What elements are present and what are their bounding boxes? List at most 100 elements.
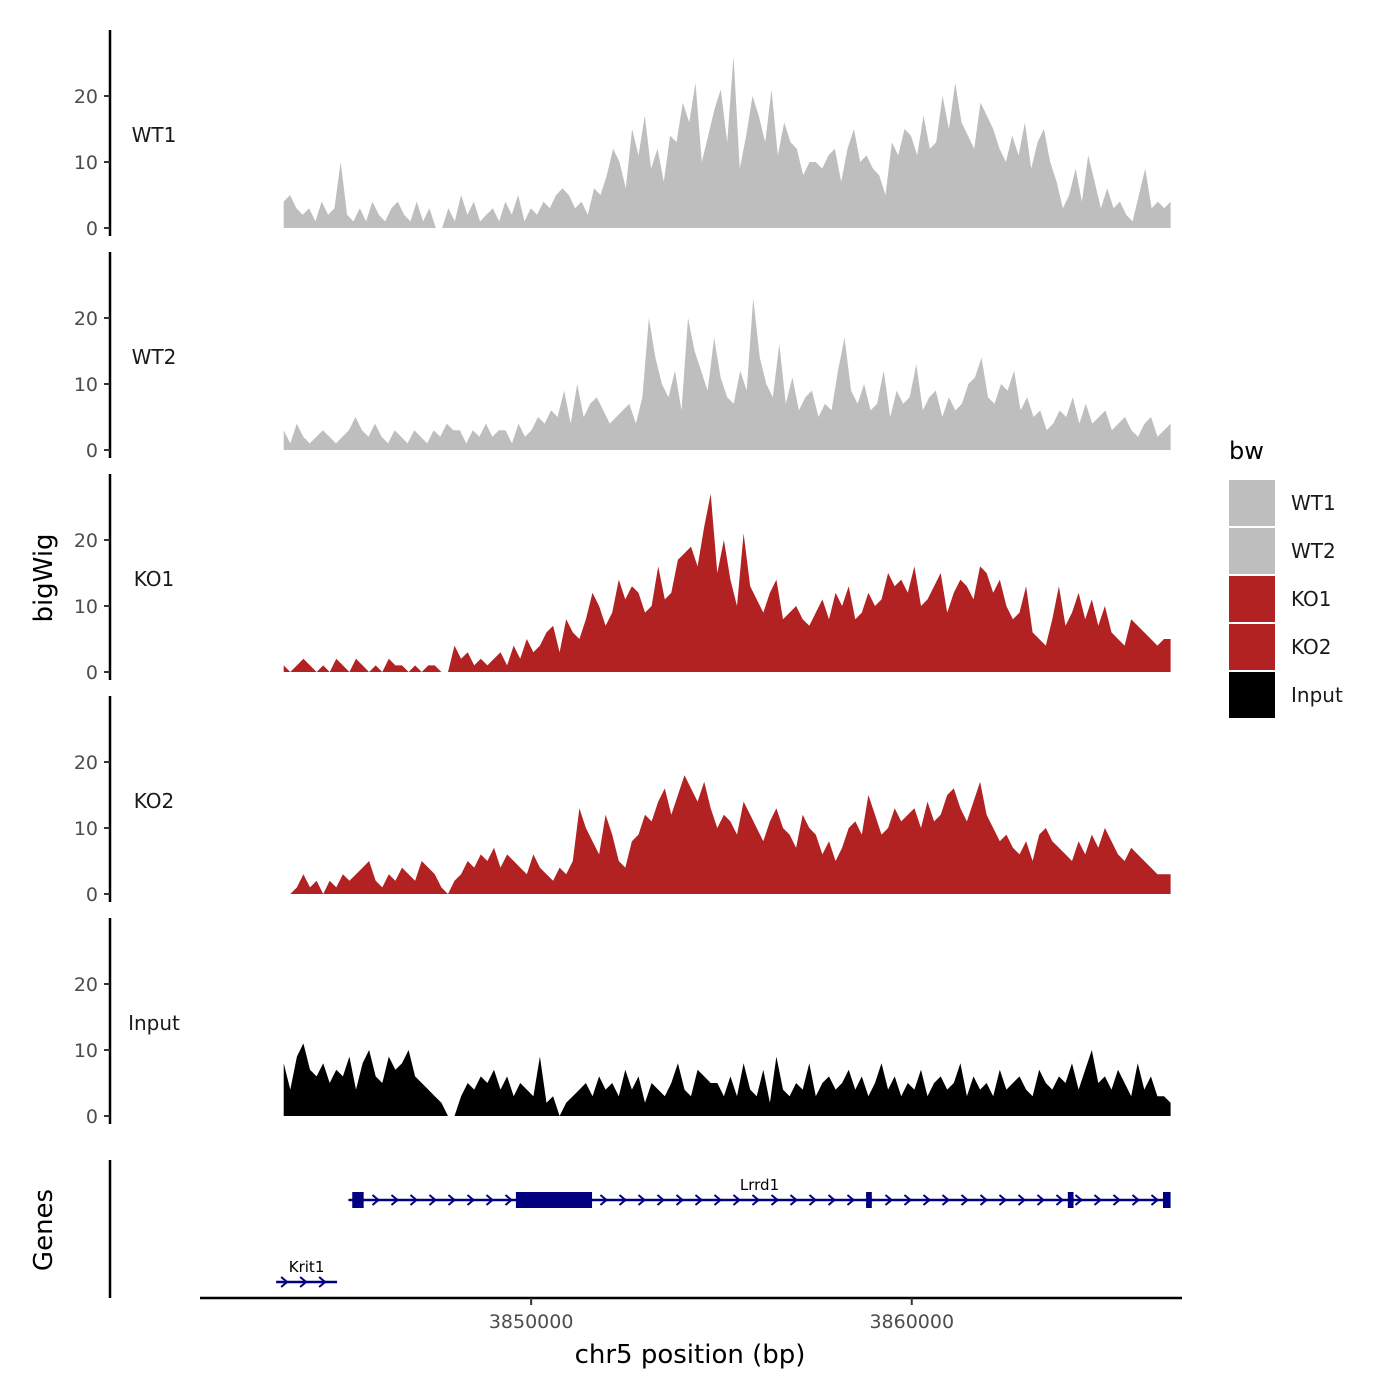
strand-arrow bbox=[447, 1194, 457, 1206]
x-tick-label-3860000: 3860000 bbox=[869, 1311, 954, 1333]
gene-track: Krit1 Lrrd1 bbox=[108, 1160, 1171, 1298]
strand-arrow bbox=[409, 1194, 419, 1206]
area-wt2 bbox=[283, 298, 1171, 450]
exon-lrrd1-4 bbox=[1067, 1192, 1074, 1208]
track-label-input: Input bbox=[128, 1011, 180, 1035]
strand-arrow bbox=[960, 1194, 970, 1206]
y-tick-label-ko2-10: 10 bbox=[74, 818, 98, 840]
strand-arrow bbox=[903, 1194, 913, 1206]
y-tick-label-input-20: 20 bbox=[74, 974, 98, 996]
y-tick-label-wt2-10: 10 bbox=[74, 374, 98, 396]
strand-arrow bbox=[998, 1194, 1008, 1206]
strand-arrow bbox=[637, 1194, 647, 1206]
x-axis-title: chr5 position (bp) bbox=[575, 1340, 806, 1370]
strand-arrow bbox=[1131, 1194, 1141, 1206]
legend-entry-ko1: KO1 bbox=[1229, 576, 1332, 622]
strand-arrow bbox=[390, 1194, 400, 1206]
area-ko1 bbox=[283, 493, 1171, 672]
y-tick-label-ko1-20: 20 bbox=[74, 530, 98, 552]
strand-arrow bbox=[751, 1194, 761, 1206]
legend-entry-wt1: WT1 bbox=[1229, 480, 1336, 526]
gene-label-krit1: Krit1 bbox=[289, 1258, 325, 1276]
y-tick-label-ko2-0: 0 bbox=[86, 884, 98, 906]
strand-arrow bbox=[846, 1194, 856, 1206]
strand-arrow bbox=[922, 1194, 932, 1206]
y-tick-label-input-0: 0 bbox=[86, 1106, 98, 1128]
strand-arrow bbox=[789, 1194, 799, 1206]
legend-entry-wt2: WT2 bbox=[1229, 528, 1336, 574]
strand-arrow bbox=[428, 1194, 438, 1206]
strand-arrow bbox=[504, 1194, 514, 1206]
legend-title: bw bbox=[1229, 437, 1264, 465]
gene-label-lrrd1: Lrrd1 bbox=[740, 1176, 779, 1194]
strand-arrow bbox=[827, 1194, 837, 1206]
strand-arrow bbox=[318, 1276, 327, 1288]
exon-lrrd1-2 bbox=[515, 1192, 593, 1208]
legend-label-wt1: WT1 bbox=[1291, 491, 1336, 515]
strand-arrow bbox=[1093, 1194, 1103, 1206]
gene-krit1: Krit1 bbox=[276, 1258, 338, 1288]
area-wt1 bbox=[283, 56, 1171, 229]
strand-arrow bbox=[371, 1194, 381, 1206]
area-ko2 bbox=[283, 775, 1171, 894]
strand-arrow bbox=[694, 1194, 704, 1206]
strand-arrow bbox=[713, 1194, 723, 1206]
exon-lrrd1-5 bbox=[1162, 1192, 1171, 1208]
track-wt1: 0 10 20 WT1 bbox=[74, 30, 1171, 240]
bigwig-tracks: 0 10 20 WT1 0 10 20 WT2 0 10 20 KO1 0 10 20 KO2 0 10 20 Inp… bbox=[74, 30, 1171, 1128]
strand-arrow bbox=[808, 1194, 818, 1206]
strand-arrow bbox=[1055, 1194, 1065, 1206]
legend-label-ko2: KO2 bbox=[1291, 635, 1332, 659]
legend-label-ko1: KO1 bbox=[1291, 587, 1332, 611]
legend-swatch-wt2 bbox=[1229, 528, 1275, 574]
legend-label-wt2: WT2 bbox=[1291, 539, 1336, 563]
y-tick-label-wt2-20: 20 bbox=[74, 308, 98, 330]
strand-arrow bbox=[770, 1194, 780, 1206]
track-ko2: 0 10 20 KO2 bbox=[74, 696, 1171, 906]
strand-arrow bbox=[732, 1194, 742, 1206]
strand-arrow bbox=[1150, 1194, 1160, 1206]
track-input: 0 10 20 Input bbox=[74, 918, 1171, 1128]
x-axis: 3850000 3860000 bbox=[200, 1296, 1182, 1333]
strand-arrow bbox=[466, 1194, 476, 1206]
legend-entry-input: Input bbox=[1229, 672, 1343, 718]
legend-entry-ko2: KO2 bbox=[1229, 624, 1332, 670]
strand-arrow bbox=[1017, 1194, 1027, 1206]
strand-arrow bbox=[299, 1276, 308, 1288]
track-label-ko1: KO1 bbox=[134, 567, 175, 591]
strand-arrow bbox=[979, 1194, 989, 1206]
y-axis-title: bigWig bbox=[29, 533, 59, 622]
y-tick-label-ko2-20: 20 bbox=[74, 752, 98, 774]
track-ko1: 0 10 20 KO1 bbox=[74, 474, 1171, 684]
y-tick-label-ko1-10: 10 bbox=[74, 596, 98, 618]
strand-arrow bbox=[1074, 1194, 1084, 1206]
legend-label-input: Input bbox=[1291, 683, 1343, 707]
track-label-wt2: WT2 bbox=[132, 345, 177, 369]
strand-arrow bbox=[675, 1194, 685, 1206]
y-tick-label-wt2-0: 0 bbox=[86, 440, 98, 462]
strand-arrow bbox=[280, 1276, 289, 1288]
legend-swatch-ko1 bbox=[1229, 576, 1275, 622]
track-wt2: 0 10 20 WT2 bbox=[74, 252, 1171, 462]
strand-arrow bbox=[485, 1194, 495, 1206]
gene-lrrd1: Lrrd1 bbox=[348, 1176, 1171, 1208]
exon-lrrd1-1 bbox=[352, 1192, 364, 1208]
area-input bbox=[283, 1043, 1171, 1116]
track-label-wt1: WT1 bbox=[132, 123, 177, 147]
strand-arrow bbox=[941, 1194, 951, 1206]
y-tick-label-wt1-0: 0 bbox=[86, 218, 98, 240]
legend-swatch-ko2 bbox=[1229, 624, 1275, 670]
strand-arrow bbox=[599, 1194, 609, 1206]
strand-arrow bbox=[618, 1194, 628, 1206]
legend: bw WT1 WT2 KO1 KO2 Input bbox=[1229, 437, 1343, 718]
track-label-ko2: KO2 bbox=[134, 789, 175, 813]
strand-arrow bbox=[1112, 1194, 1122, 1206]
y-tick-label-wt1-10: 10 bbox=[74, 152, 98, 174]
y-tick-label-ko1-0: 0 bbox=[86, 662, 98, 684]
legend-swatch-wt1 bbox=[1229, 480, 1275, 526]
legend-swatch-input bbox=[1229, 672, 1275, 718]
strand-arrow bbox=[884, 1194, 894, 1206]
exon-lrrd1-3 bbox=[866, 1192, 872, 1208]
strand-arrow bbox=[656, 1194, 666, 1206]
